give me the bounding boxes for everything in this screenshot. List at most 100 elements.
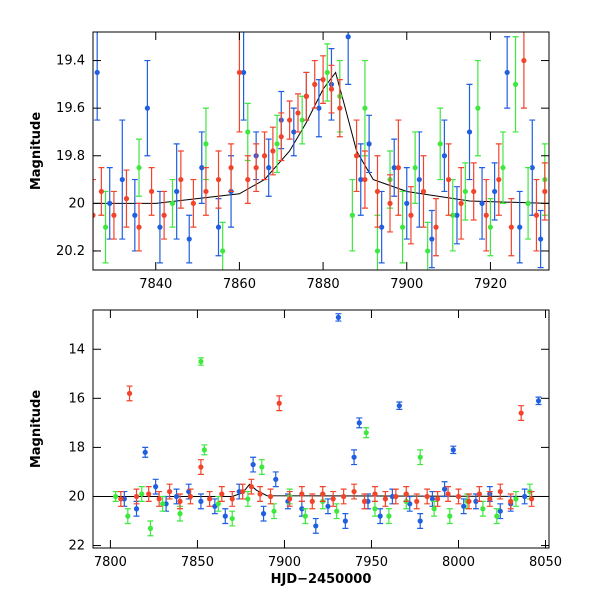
y-tick-label: 22 — [68, 539, 85, 554]
data-point — [412, 165, 418, 171]
y-tick-label: 20.2 — [56, 244, 85, 259]
data-point — [245, 176, 251, 183]
y-tick-label: 19.6 — [56, 101, 85, 116]
data-point — [462, 188, 468, 195]
data-point — [148, 188, 155, 195]
data-point — [337, 105, 343, 111]
data-point — [417, 454, 423, 460]
bottom-panel-full: 7800 7850 7900 7950 8000 8050 14 16 18 20 22 Magni… — [29, 309, 562, 587]
data-point — [215, 501, 221, 507]
data-point — [198, 358, 204, 365]
data-point — [425, 248, 431, 254]
data-point — [330, 496, 336, 502]
data-point — [295, 110, 301, 116]
data-point — [533, 212, 540, 218]
data-point — [362, 176, 368, 183]
data-point — [487, 224, 494, 230]
series-2 — [93, 32, 548, 257]
data-point — [445, 491, 451, 497]
data-point — [241, 69, 247, 76]
data-point — [320, 491, 326, 497]
data-point — [382, 496, 388, 502]
data-point — [450, 447, 456, 453]
data-point — [147, 525, 154, 531]
data-point — [178, 176, 184, 183]
data-point — [174, 188, 180, 195]
data-point — [273, 476, 279, 482]
bottom-panel-frame — [92, 309, 550, 549]
data-point — [133, 493, 140, 500]
data-point — [198, 464, 204, 470]
data-point — [177, 498, 183, 504]
data-point — [417, 518, 423, 524]
data-point — [291, 129, 297, 135]
data-point — [276, 400, 282, 406]
data-point — [473, 498, 479, 504]
data-point — [522, 493, 528, 500]
data-point — [146, 491, 152, 497]
data-point — [169, 200, 176, 206]
data-point — [441, 153, 448, 159]
data-point — [433, 224, 439, 230]
data-point — [404, 200, 410, 206]
data-point — [113, 493, 119, 500]
data-point — [508, 498, 514, 504]
data-point — [466, 129, 473, 135]
data-point — [250, 461, 256, 468]
data-point — [248, 484, 254, 490]
data-point — [528, 496, 535, 502]
data-point — [372, 491, 378, 497]
data-point — [420, 188, 427, 195]
data-point — [207, 496, 213, 502]
data-point — [351, 454, 357, 460]
data-point — [356, 420, 362, 426]
data-point — [215, 176, 222, 183]
x-tick-label: 8000 — [442, 555, 475, 570]
data-point — [94, 69, 100, 76]
data-point — [492, 188, 498, 195]
data-point — [497, 488, 503, 495]
top-panel-frame — [92, 31, 550, 271]
data-point — [334, 508, 340, 514]
data-point — [445, 176, 452, 183]
data-point — [497, 508, 503, 514]
data-point — [299, 117, 305, 123]
data-point — [494, 513, 500, 519]
x-tick-label: 7900 — [268, 555, 301, 570]
data-point — [396, 403, 402, 409]
top-panel-ylabel: Magnitude — [29, 112, 44, 191]
data-point — [500, 165, 506, 171]
data-point — [471, 188, 477, 195]
data-point — [424, 493, 430, 500]
data-point — [102, 224, 109, 230]
data-point — [525, 200, 531, 206]
x-tick-label: 7880 — [307, 277, 340, 292]
model-curve — [93, 71, 549, 204]
data-point — [133, 506, 140, 512]
data-point — [299, 506, 305, 512]
data-point — [190, 200, 197, 206]
data-point — [309, 498, 315, 504]
data-point — [374, 248, 381, 254]
data-point — [278, 134, 284, 140]
data-point — [362, 105, 368, 111]
data-point — [270, 148, 276, 154]
data-point — [447, 513, 453, 519]
x-tick-label: 7950 — [355, 555, 388, 570]
data-point — [483, 212, 489, 218]
data-point — [157, 224, 163, 230]
data-point — [302, 513, 308, 519]
data-point — [441, 486, 448, 492]
data-point — [166, 488, 173, 495]
data-point — [429, 496, 435, 502]
data-point — [316, 105, 322, 111]
data-point — [236, 69, 243, 76]
data-point — [125, 513, 131, 519]
series-1 — [102, 36, 548, 270]
bottom-panel-ticks: 7800 7850 7900 7950 8000 8050 14 16 18 20 22 — [68, 310, 562, 570]
data-point — [139, 491, 145, 497]
data-point — [228, 165, 234, 171]
data-point — [361, 498, 368, 504]
data-point — [351, 488, 357, 495]
data-point — [222, 513, 228, 519]
